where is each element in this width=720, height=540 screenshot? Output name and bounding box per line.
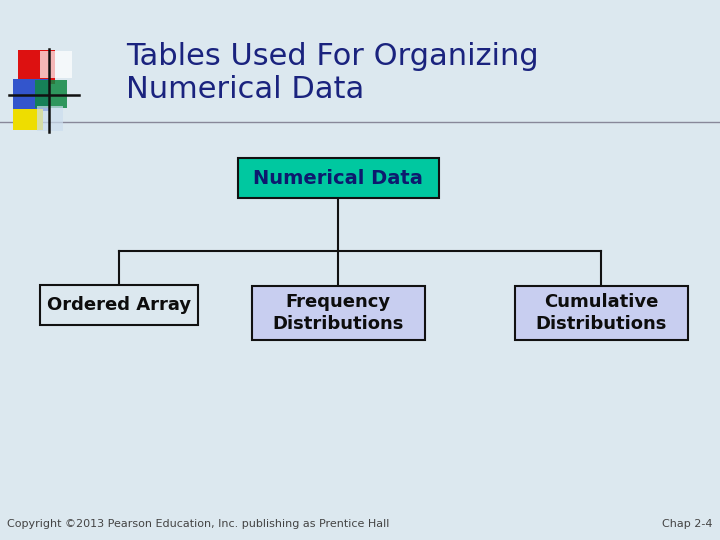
Text: Frequency
Distributions: Frequency Distributions xyxy=(273,293,404,333)
Text: Numerical Data: Numerical Data xyxy=(253,168,423,188)
Text: Chap 2-4: Chap 2-4 xyxy=(662,519,713,529)
FancyBboxPatch shape xyxy=(515,286,688,340)
Bar xyxy=(13,79,50,111)
Text: Copyright ©2013 Pearson Education, Inc. publishing as Prentice Hall: Copyright ©2013 Pearson Education, Inc. … xyxy=(7,519,390,529)
Text: Ordered Array: Ordered Array xyxy=(47,296,191,314)
Text: Tables Used For Organizing: Tables Used For Organizing xyxy=(126,42,539,71)
FancyBboxPatch shape xyxy=(238,158,439,198)
Text: Cumulative
Distributions: Cumulative Distributions xyxy=(536,293,667,333)
FancyBboxPatch shape xyxy=(40,285,198,325)
Bar xyxy=(40,51,72,78)
Text: Numerical Data: Numerical Data xyxy=(126,75,364,104)
Bar xyxy=(35,80,67,108)
FancyBboxPatch shape xyxy=(252,286,425,340)
Bar xyxy=(18,50,55,84)
Bar xyxy=(37,106,63,131)
Bar xyxy=(13,109,43,130)
